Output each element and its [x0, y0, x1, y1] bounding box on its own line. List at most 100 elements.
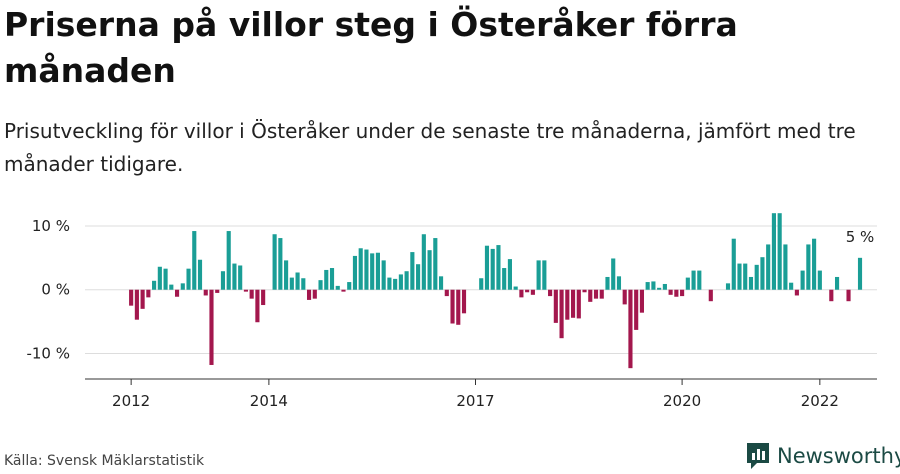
- bar: [347, 282, 352, 290]
- bar: [622, 289, 627, 305]
- bar: [416, 264, 421, 290]
- y-axis-labels: 10 % 0 % -10 %: [26, 217, 70, 363]
- bar: [146, 289, 151, 298]
- bar: [611, 258, 616, 290]
- bar: [553, 289, 558, 323]
- chart-title: Priserna på villor steg i Österåker förr…: [4, 5, 738, 90]
- y-tick-label: 0 %: [41, 281, 70, 299]
- bar: [186, 268, 191, 290]
- bar: [806, 244, 811, 290]
- bar: [800, 270, 805, 290]
- bar: [777, 213, 782, 290]
- bar: [559, 289, 564, 339]
- bar: [284, 260, 289, 290]
- bar: [588, 289, 593, 302]
- bar: [817, 270, 822, 290]
- bar: [129, 289, 134, 306]
- bar: [725, 283, 731, 290]
- bar: [278, 238, 283, 290]
- bar: [829, 289, 834, 302]
- source-note: Källa: Svensk Mäklarstatistik: [4, 453, 205, 469]
- bar: [410, 252, 415, 290]
- bar: [783, 244, 788, 290]
- bar: [404, 271, 409, 290]
- bar: [582, 289, 587, 293]
- bar: [576, 289, 581, 319]
- bar: [272, 234, 277, 290]
- last-value-annotation: 5 %: [846, 228, 875, 246]
- bar: [593, 289, 599, 299]
- bar: [197, 259, 203, 290]
- bar: [639, 289, 644, 313]
- y-tick-label: 10 %: [32, 217, 70, 235]
- bar: [599, 289, 604, 299]
- bar: [760, 257, 765, 290]
- bar: [834, 276, 840, 290]
- bar: [169, 284, 174, 290]
- bar: [209, 289, 214, 365]
- bar: [519, 289, 524, 298]
- x-tick-label: 2017: [456, 392, 494, 410]
- bar: [203, 289, 208, 296]
- bar: [754, 264, 759, 290]
- bar: [542, 260, 547, 290]
- bar: [570, 289, 576, 318]
- x-tick-label: 2012: [112, 392, 150, 410]
- bar: [771, 213, 776, 290]
- bar: [634, 289, 639, 330]
- bar: [421, 234, 426, 290]
- x-tick-label: 2022: [801, 392, 839, 410]
- bar: [645, 282, 650, 290]
- bar: [530, 289, 535, 295]
- bar: [335, 285, 340, 290]
- bar: [192, 231, 197, 290]
- bar: [238, 265, 243, 290]
- bar: [232, 263, 237, 290]
- bar: [697, 270, 702, 290]
- x-tick-label: 2014: [250, 392, 288, 410]
- bar: [502, 268, 507, 290]
- bar: [180, 283, 185, 290]
- x-tick-label: 2020: [663, 392, 701, 410]
- bar: [398, 274, 403, 290]
- newsworthy-logo: Newsworthy: [745, 440, 900, 472]
- bar: [226, 231, 231, 290]
- bar-chart: 10 % 0 % -10 % 2012 2014 2017 2020 2022 5 %: [26, 213, 877, 410]
- bar: [370, 253, 375, 290]
- bar: [536, 260, 541, 290]
- bar: [766, 244, 771, 290]
- bar: [318, 280, 323, 290]
- bar: [324, 269, 329, 290]
- bar: [685, 277, 690, 290]
- bar: [387, 277, 392, 290]
- chart-subtitle: Prisutveckling för villor i Österåker un…: [4, 119, 856, 176]
- bar: [846, 289, 851, 302]
- bar: [674, 289, 679, 297]
- bar: [215, 289, 220, 293]
- bar: [456, 289, 461, 325]
- bar: [616, 276, 622, 290]
- bar: [438, 276, 444, 290]
- bar: [657, 287, 662, 290]
- bar: [358, 248, 363, 290]
- bar: [220, 271, 226, 290]
- bar: [450, 289, 455, 324]
- bar: [748, 276, 754, 290]
- bar: [381, 260, 386, 290]
- bar: [479, 278, 484, 290]
- bar: [565, 289, 570, 320]
- bar: [352, 255, 358, 290]
- bar: [708, 289, 713, 302]
- bar: [743, 263, 748, 290]
- bar: [341, 289, 346, 292]
- bar-series: [129, 213, 863, 369]
- bar: [496, 245, 501, 290]
- bar: [857, 257, 863, 290]
- bar: [444, 289, 449, 297]
- bar: [364, 249, 369, 290]
- bar: [490, 248, 495, 290]
- bar: [140, 289, 145, 309]
- bar: [249, 289, 254, 299]
- bar: [134, 289, 139, 320]
- bar: [507, 259, 512, 290]
